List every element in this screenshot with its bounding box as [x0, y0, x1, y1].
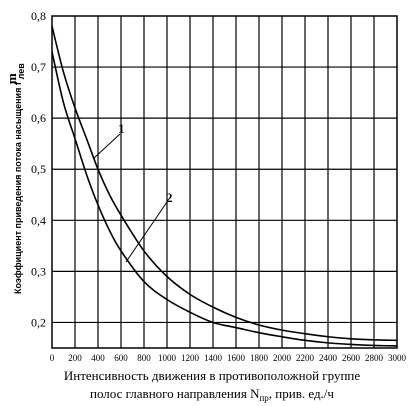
x-tick-label: 200: [68, 353, 82, 363]
grid: [52, 16, 397, 348]
x-tick-label: 400: [91, 353, 105, 363]
x-axis-label-line2: полос главного направления Nпр, прив. ед…: [90, 386, 334, 403]
series-2-leader: [125, 201, 168, 263]
x-tick-label: 2200: [296, 353, 315, 363]
y-tick-label: 0,3: [31, 264, 46, 278]
x-tick-label: 1400: [204, 353, 223, 363]
x-tick-label: 2800: [365, 353, 384, 363]
x-tick-label: 2000: [273, 353, 292, 363]
y-axis-label: Коэффициент приведения потока насыщения …: [4, 63, 26, 294]
x-axis-label-line1: Интенсивность движения в противоположной…: [64, 368, 360, 383]
series-1-label: 1: [118, 121, 125, 136]
series-1-curve: [51, 26, 398, 342]
y-tick-label: 0,4: [31, 213, 46, 227]
series-1-leader: [93, 133, 121, 159]
y-tick-label: 0,5: [31, 162, 46, 176]
plot-frame: [51, 15, 398, 349]
x-tick-label: 1800: [250, 353, 269, 363]
x-tick-label: 800: [137, 353, 151, 363]
curves: [51, 26, 398, 347]
series-2-curve: [51, 51, 398, 347]
x-tick-label: 1000: [158, 353, 177, 363]
x-tick-label: 2600: [342, 353, 361, 363]
x-tick-label: 1200: [181, 353, 200, 363]
y-tick-label: 0,2: [31, 315, 46, 329]
x-tick-label: 1600: [227, 353, 246, 363]
series-2-label: 2: [166, 190, 173, 205]
tick-labels: 0 200 400 600 800 1000 1200 1400 1600 1800 2000 220…: [31, 9, 407, 363]
x-tick-label: 2400: [319, 353, 338, 363]
y-tick-label: 0,8: [31, 9, 46, 23]
y-tick-label: 0,6: [31, 111, 46, 125]
x-tick-label: 3000: [388, 353, 407, 363]
y-tick-label: 0,7: [31, 60, 46, 74]
x-tick-label: 0: [50, 353, 55, 363]
x-tick-label: 600: [114, 353, 128, 363]
